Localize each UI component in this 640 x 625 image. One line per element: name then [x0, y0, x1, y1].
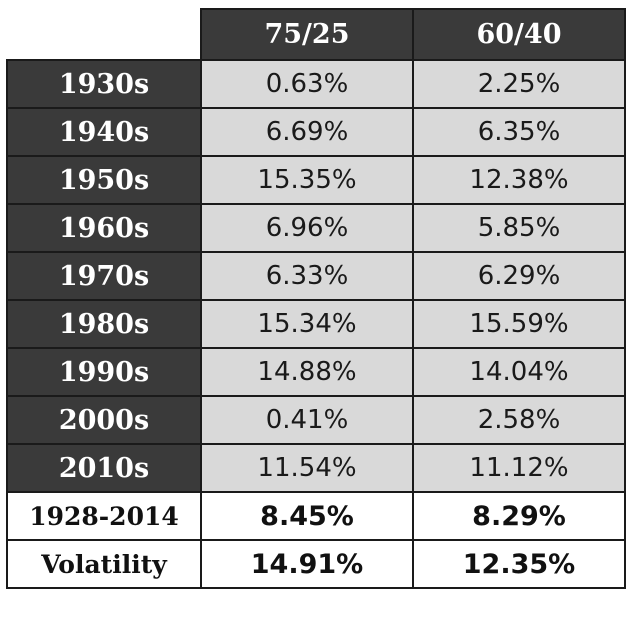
table-cell: 6.33% [200, 251, 414, 301]
summary-cell: 14.91% [200, 539, 414, 589]
row-header: 2000s [6, 395, 202, 445]
table-row: 2000s 0.41% 2.58% [6, 395, 626, 445]
table-row: 1980s 15.34% 15.59% [6, 299, 626, 349]
summary-row: 1928-2014 8.45% 8.29% [6, 491, 626, 541]
table-cell: 6.69% [200, 107, 414, 157]
table-cell: 15.59% [412, 299, 626, 349]
table-row: 1950s 15.35% 12.38% [6, 155, 626, 205]
table-row: 1930s 0.63% 2.25% [6, 59, 626, 109]
row-header: 1940s [6, 107, 202, 157]
table-cell: 15.34% [200, 299, 414, 349]
table-cell: 11.12% [412, 443, 626, 493]
summary-row-header: Volatility [6, 539, 202, 589]
table-row: 1970s 6.33% 6.29% [6, 251, 626, 301]
row-header: 1970s [6, 251, 202, 301]
table-cell: 6.35% [412, 107, 626, 157]
table-cell: 2.58% [412, 395, 626, 445]
table-row: 2010s 11.54% 11.12% [6, 443, 626, 493]
row-header: 1980s [6, 299, 202, 349]
row-header: 1960s [6, 203, 202, 253]
table-cell: 12.38% [412, 155, 626, 205]
summary-row-header: 1928-2014 [6, 491, 202, 541]
summary-cell: 8.29% [412, 491, 626, 541]
column-header: 75/25 [200, 8, 414, 61]
summary-cell: 8.45% [200, 491, 414, 541]
table-cell: 2.25% [412, 59, 626, 109]
row-header: 1930s [6, 59, 202, 109]
table-cell: 5.85% [412, 203, 626, 253]
header-row: 75/25 60/40 [7, 8, 626, 61]
table-cell: 14.88% [200, 347, 414, 397]
summary-cell: 12.35% [412, 539, 626, 589]
table-row: 1990s 14.88% 14.04% [6, 347, 626, 397]
table-cell: 15.35% [200, 155, 414, 205]
table-cell: 6.29% [412, 251, 626, 301]
summary-row: Volatility 14.91% 12.35% [6, 539, 626, 589]
column-header: 60/40 [412, 8, 626, 61]
table-cell: 0.41% [200, 395, 414, 445]
table-cell: 11.54% [200, 443, 414, 493]
table-cell: 6.96% [200, 203, 414, 253]
corner-cell [7, 9, 201, 60]
returns-table: 75/25 60/40 1930s 0.63% 2.25% 1940s 6.69… [6, 8, 626, 589]
table-cell: 14.04% [412, 347, 626, 397]
table-cell: 0.63% [200, 59, 414, 109]
row-header: 1950s [6, 155, 202, 205]
table-row: 1940s 6.69% 6.35% [6, 107, 626, 157]
row-header: 1990s [6, 347, 202, 397]
row-header: 2010s [6, 443, 202, 493]
table-row: 1960s 6.96% 5.85% [6, 203, 626, 253]
